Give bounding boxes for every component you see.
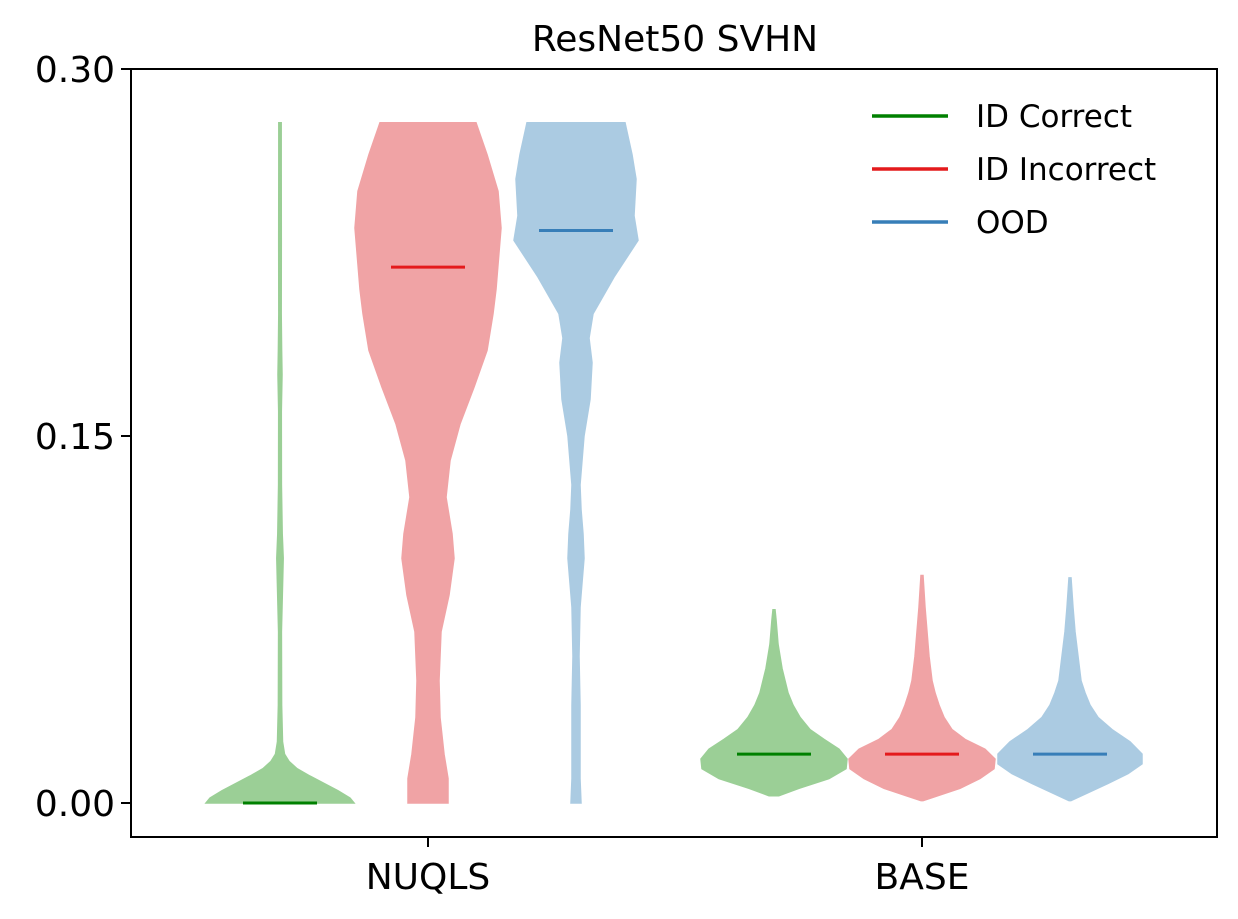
y-tick-label: 0.30 [35,50,115,91]
y-tick-label: 0.15 [35,417,115,458]
x-axis: NUQLS BASE [366,837,970,898]
y-axis: 0.00 0.15 0.30 [35,50,131,825]
legend: ID Correct ID Incorrect OOD [872,99,1156,241]
y-tick-label: 0.00 [35,784,115,825]
violin-ood-nuqls [513,122,639,804]
plot-frame [130,68,1218,838]
violin-id-correct-base [700,608,848,797]
violin-ood-base [997,577,1143,802]
violin-id-incorrect-base [848,574,996,802]
violin-id-incorrect-nuqls [354,122,502,804]
legend-label: ID Correct [976,99,1132,135]
x-tick-label: NUQLS [366,857,491,898]
legend-label: ID Incorrect [976,152,1156,188]
violin-group [204,122,1143,804]
chart-title: ResNet50 SVHN [532,19,818,60]
legend-label: OOD [976,205,1049,241]
x-tick-label: BASE [875,857,970,898]
median-group [243,228,1107,805]
violin-id-correct-nuqls [204,122,356,804]
